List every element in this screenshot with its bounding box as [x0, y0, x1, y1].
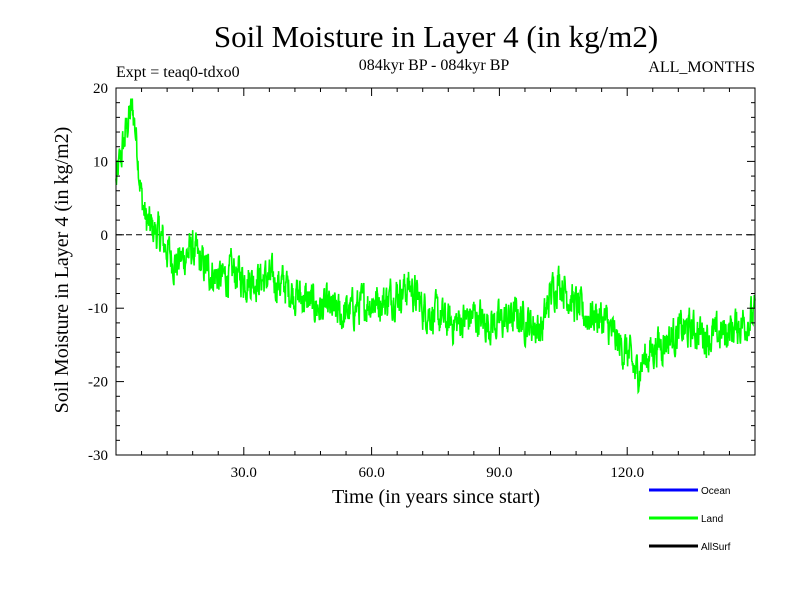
y-tick-label: -20 — [88, 375, 108, 391]
x-tick-label: 120.0 — [610, 465, 644, 481]
months-label: ALL_MONTHS — [648, 59, 755, 76]
x-axis-label: Time (in years since start) — [332, 486, 540, 508]
x-tick-label: 90.0 — [486, 465, 512, 481]
y-tick-label: -30 — [88, 448, 108, 464]
period-label: 084kyr BP - 084kyr BP — [359, 57, 510, 74]
legend-label-land: Land — [701, 514, 723, 525]
y-tick-label: 0 — [101, 228, 109, 244]
series-line-land — [115, 98, 756, 395]
legend-label-ocean: Ocean — [701, 486, 730, 497]
x-tick-label: 30.0 — [231, 465, 257, 481]
experiment-label: Expt = teaq0-tdxo0 — [116, 64, 240, 81]
chart-title: Soil Moisture in Layer 4 (in kg/m2) — [214, 19, 658, 54]
plot-area: -30 -20 -10 0 10 20 30.0 60.0 90.0 120.0 — [88, 81, 756, 481]
y-tick-label: -10 — [88, 301, 108, 317]
x-tick-label: 60.0 — [358, 465, 384, 481]
legend: Ocean Land AllSurf — [649, 486, 731, 553]
legend-label-allsurf: AllSurf — [701, 542, 731, 553]
plot-frame — [115, 87, 756, 456]
y-axis-label: Soil Moisture in Layer 4 (in kg/m2) — [51, 127, 73, 414]
y-tick-label: 10 — [93, 154, 108, 170]
y-tick-label: 20 — [93, 81, 108, 97]
